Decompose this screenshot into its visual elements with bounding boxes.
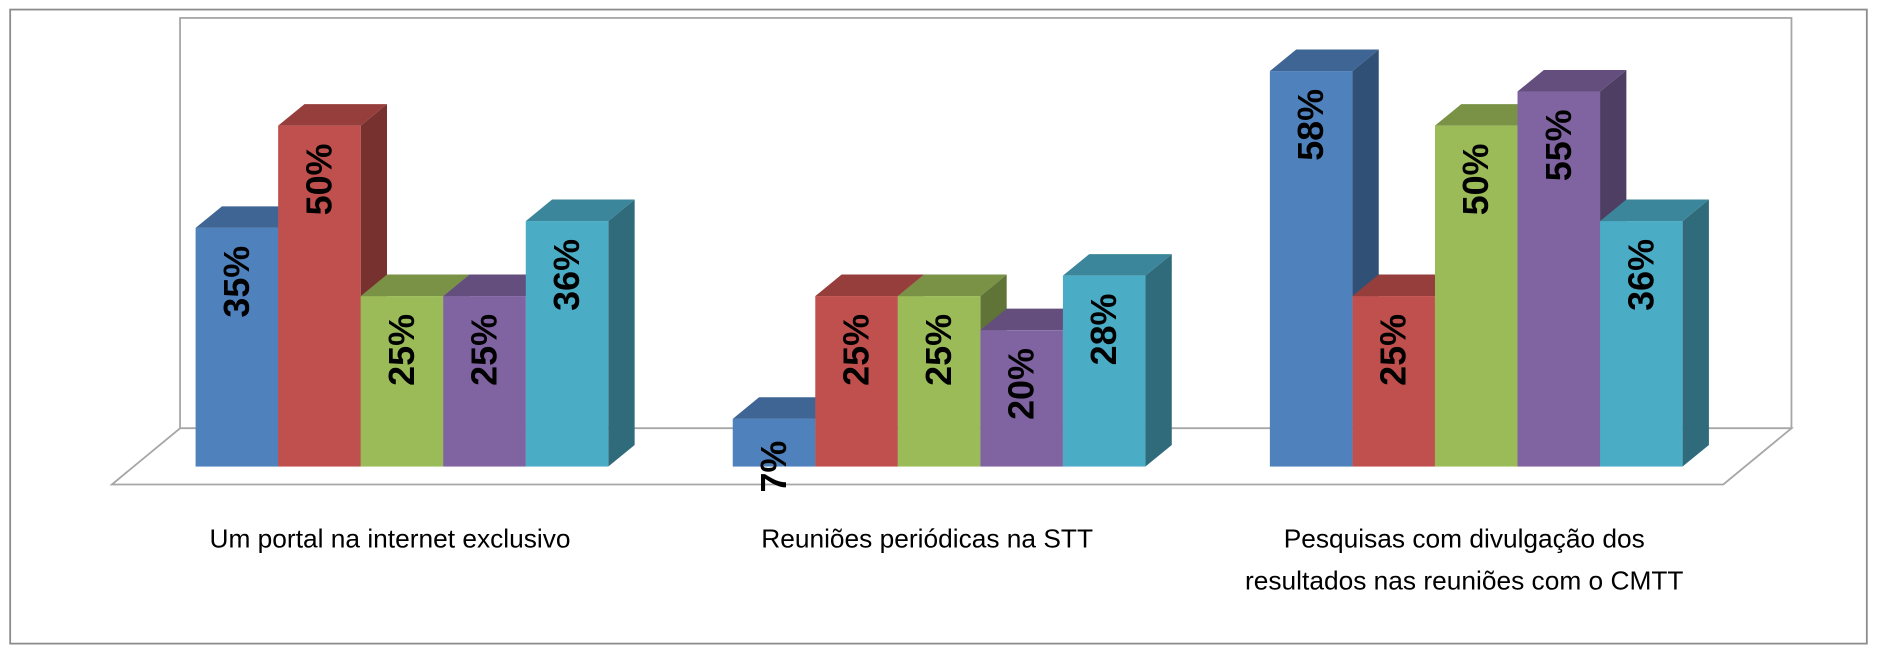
value-label: 25% — [837, 314, 877, 386]
bar-front — [360, 296, 444, 467]
bar-front — [1269, 71, 1353, 467]
value-label: 28% — [1084, 294, 1124, 366]
bar-side — [1145, 254, 1172, 467]
bar-front — [897, 296, 981, 467]
bar-top — [1434, 104, 1544, 126]
bar-top — [1062, 254, 1172, 276]
bar-top — [732, 397, 842, 419]
bar-top — [360, 274, 470, 297]
x-tick-label: Pesquisas com divulgação dos resultados n… — [1245, 524, 1683, 596]
value-label: 35% — [217, 246, 257, 318]
value-label: 7% — [754, 441, 794, 493]
value-label: 55% — [1539, 109, 1579, 181]
bar-top — [443, 274, 553, 297]
bar-side — [608, 199, 635, 467]
bar-top — [1600, 199, 1709, 222]
bar — [525, 199, 635, 467]
bar-front — [980, 330, 1063, 467]
bar-top — [525, 199, 635, 222]
bar — [1600, 199, 1709, 467]
value-label: 25% — [382, 314, 422, 386]
bar-top — [980, 308, 1090, 331]
value-label: 58% — [1291, 89, 1331, 161]
x-tick-label: Reuniões periódicas na STT — [761, 524, 1093, 554]
bar-top — [195, 206, 305, 228]
bar-top — [1517, 69, 1627, 92]
value-label: 50% — [299, 144, 339, 216]
x-tick-label: Um portal na internet exclusivo — [209, 524, 570, 554]
value-label: 25% — [465, 314, 505, 386]
x-tick-label-line: resultados nas reuniões com o CMTT — [1245, 566, 1683, 596]
bar-front — [1434, 125, 1518, 467]
bar — [1062, 254, 1172, 467]
bar-side — [1682, 199, 1709, 467]
bar-front — [443, 296, 526, 467]
bar-top — [278, 104, 388, 126]
bar-top — [1269, 49, 1379, 72]
value-label: 25% — [1374, 314, 1414, 386]
bar — [1269, 49, 1379, 467]
bar-front — [195, 227, 279, 467]
bar-front — [1062, 275, 1146, 467]
value-label: 25% — [919, 314, 959, 386]
bar-front — [1600, 221, 1683, 467]
value-label: 50% — [1456, 144, 1496, 216]
x-tick-label-line: Pesquisas com divulgação dos — [1284, 524, 1645, 554]
bar-front — [278, 125, 361, 467]
value-label: 20% — [1002, 348, 1042, 420]
bar — [278, 104, 388, 467]
bar-front — [732, 418, 816, 467]
bar-top — [1352, 274, 1462, 297]
value-label: 36% — [547, 239, 587, 311]
bar-top — [897, 274, 1007, 297]
bar-front — [525, 221, 609, 467]
bar-front — [815, 296, 898, 467]
value-label: 36% — [1621, 239, 1661, 311]
bar-top — [815, 274, 925, 297]
bar-front — [1352, 296, 1435, 467]
bar-front — [1517, 91, 1601, 467]
